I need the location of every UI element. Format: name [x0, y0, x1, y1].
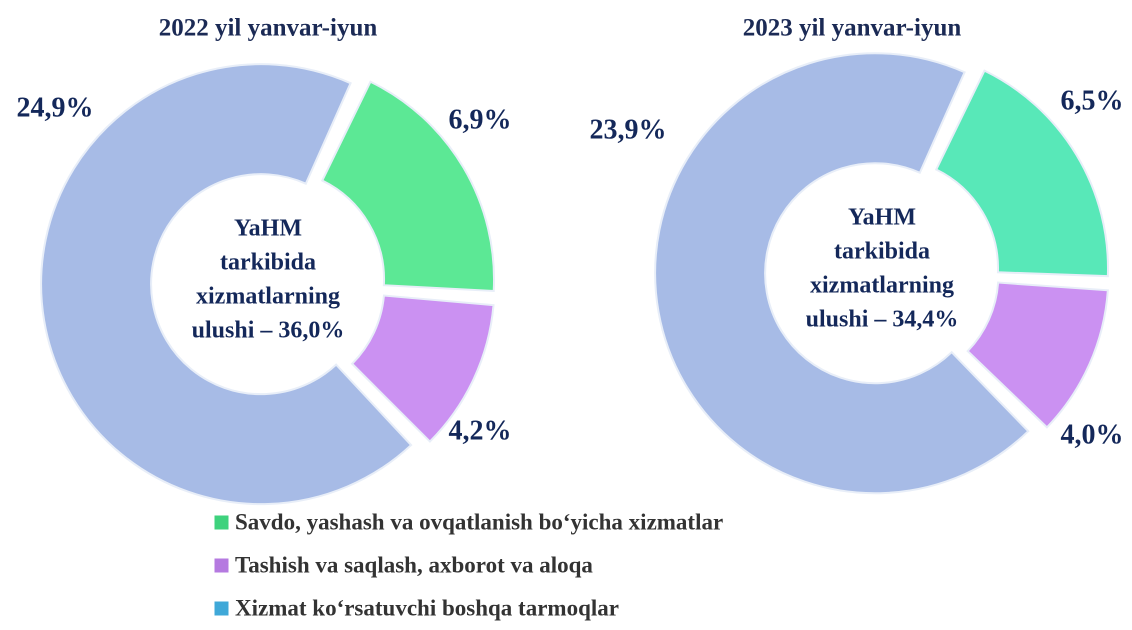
center-text: xizmatlarning — [196, 284, 340, 310]
center-text: tarkibida — [834, 239, 930, 265]
center-text: ulushi – 34,4% — [806, 307, 959, 333]
center-text: tarkibida — [220, 250, 316, 276]
legend-label: Savdo, yashash va ovqatlanish bo‘yicha x… — [235, 509, 723, 534]
donut-slice — [934, 69, 1109, 278]
data-label: 23,9% — [590, 114, 667, 145]
donut-slice — [654, 52, 1030, 495]
data-label: 24,9% — [17, 92, 94, 123]
legend-label: Xizmat ko‘rsatuvchi boshqa tarmoqlar — [235, 595, 619, 620]
legend-swatch — [213, 514, 230, 531]
center-text: ulushi – 36,0% — [192, 318, 345, 344]
legend-swatch — [213, 600, 230, 617]
donut-slice — [40, 63, 413, 506]
data-label: 4,2% — [449, 415, 512, 446]
donut-slice — [320, 80, 496, 293]
chart-title: 2023 yil yanvar-iyun — [743, 15, 962, 42]
data-label: 4,0% — [1061, 419, 1124, 450]
center-text: xizmatlarning — [810, 273, 954, 299]
legend-label: Tashish va saqlash, axborot va aloqa — [235, 552, 593, 577]
donut-slice — [966, 281, 1109, 429]
data-label: 6,9% — [449, 104, 512, 135]
donut-slice — [350, 294, 495, 443]
chart-title: 2022 yil yanvar-iyun — [159, 15, 378, 42]
data-label: 6,5% — [1061, 85, 1124, 116]
legend-swatch — [213, 557, 230, 574]
center-text: YaHM — [848, 205, 916, 231]
center-text: YaHM — [234, 216, 302, 242]
